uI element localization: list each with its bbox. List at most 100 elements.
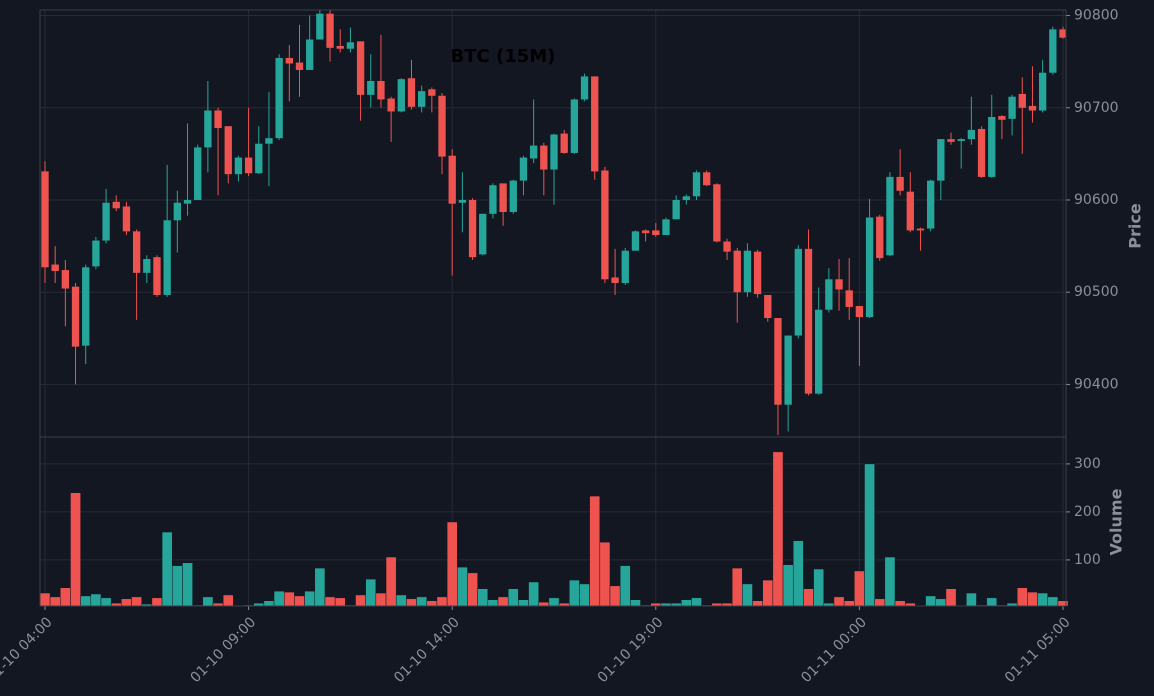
candle-body [957,139,965,141]
candle-body [102,202,110,241]
candle-body [723,241,731,252]
volume-bar [782,564,794,607]
candle-body [1028,105,1037,111]
chart-title: BTC (15M) [451,46,556,67]
candle-body [224,126,232,175]
candle-body [1018,93,1026,108]
volume-bar [436,596,448,607]
volume-bar [477,588,489,607]
volume-bar [1016,587,1028,607]
volume-bar [446,521,458,607]
candle-body [743,250,752,293]
volume-bar [222,594,234,607]
y-tick-label: 90600 [1074,192,1119,208]
volume-bar [966,592,977,607]
volume-axis-label: Volume [1107,488,1126,555]
volume-bar [100,597,112,607]
candle-body [509,180,517,212]
volume-bar [518,599,529,607]
volume-bar [803,588,814,607]
volume-bar [324,596,336,607]
volume-bar [1047,596,1059,607]
candle-body [621,250,629,283]
candle-body [1059,29,1066,38]
candle-body [672,199,680,220]
candle-body [244,157,253,174]
candle-body [591,76,599,172]
candle-body [356,41,365,95]
volume-bar [538,601,550,607]
volume-bar [792,540,804,607]
volume-bar [202,596,214,607]
volume-bar [80,595,92,607]
y-tick-label: 90800 [1074,8,1119,24]
volume-bar [1057,600,1069,607]
candle-body [580,76,589,100]
volume-bar [334,597,346,607]
candle-body [479,213,487,255]
candle-body [845,290,853,307]
candle-body [367,81,375,95]
candle-body [713,184,721,242]
candle-body [377,81,385,100]
candle-body [652,230,660,236]
candle-body [41,171,49,268]
volume-bar [273,590,285,607]
candle-body [489,185,497,214]
volume-bar [1037,592,1048,607]
candle-body [417,91,426,107]
volume-bar [599,541,611,607]
volume-bar [304,590,316,607]
candle-body [784,335,792,405]
candle-body [112,201,120,209]
candle-body [733,250,741,293]
candle-body [886,176,894,256]
candle-body [764,294,772,319]
volume-bar [497,596,509,607]
volume-bar [60,587,71,607]
candle-body [132,231,141,273]
candle-body [916,228,925,231]
candle-body [214,110,222,129]
y-tick-label: 90500 [1074,284,1119,300]
candle-body [550,134,558,170]
candle-body [1008,96,1016,119]
candle-body [316,13,324,40]
volume-bar [385,556,397,607]
candle-body [346,42,355,49]
candle-body [601,170,609,280]
candle-body [153,257,161,295]
candle-body [855,306,864,318]
candle-body [428,89,436,96]
volume-bar [131,596,142,607]
volume-bar [619,565,631,607]
volume-bar [884,556,896,607]
candle-body [835,279,843,290]
volume-bar [681,599,692,607]
volume-bar [854,570,865,607]
candle-body [285,57,293,64]
candle-body [641,230,650,234]
candle-body [92,240,100,267]
volume-bar [39,592,51,607]
volume-bar [833,596,845,607]
candle-body [774,318,782,405]
volume-bar [752,600,763,607]
volume-bar [945,588,957,607]
candle-body [173,202,182,221]
candle-body [1038,72,1047,111]
candle-body [265,138,273,144]
volume-bar [762,579,774,607]
candle-body [438,95,446,157]
volume-bar [528,581,539,607]
volume-bar [731,567,743,607]
candle-body [631,231,640,251]
volume-bar [894,600,906,607]
candle-body [468,199,477,258]
candle-body [937,139,945,181]
volume-bar [772,451,784,607]
candle-body [967,129,976,140]
candle-body [183,199,192,204]
volume-bar [365,578,377,607]
volume-bar [569,579,580,607]
